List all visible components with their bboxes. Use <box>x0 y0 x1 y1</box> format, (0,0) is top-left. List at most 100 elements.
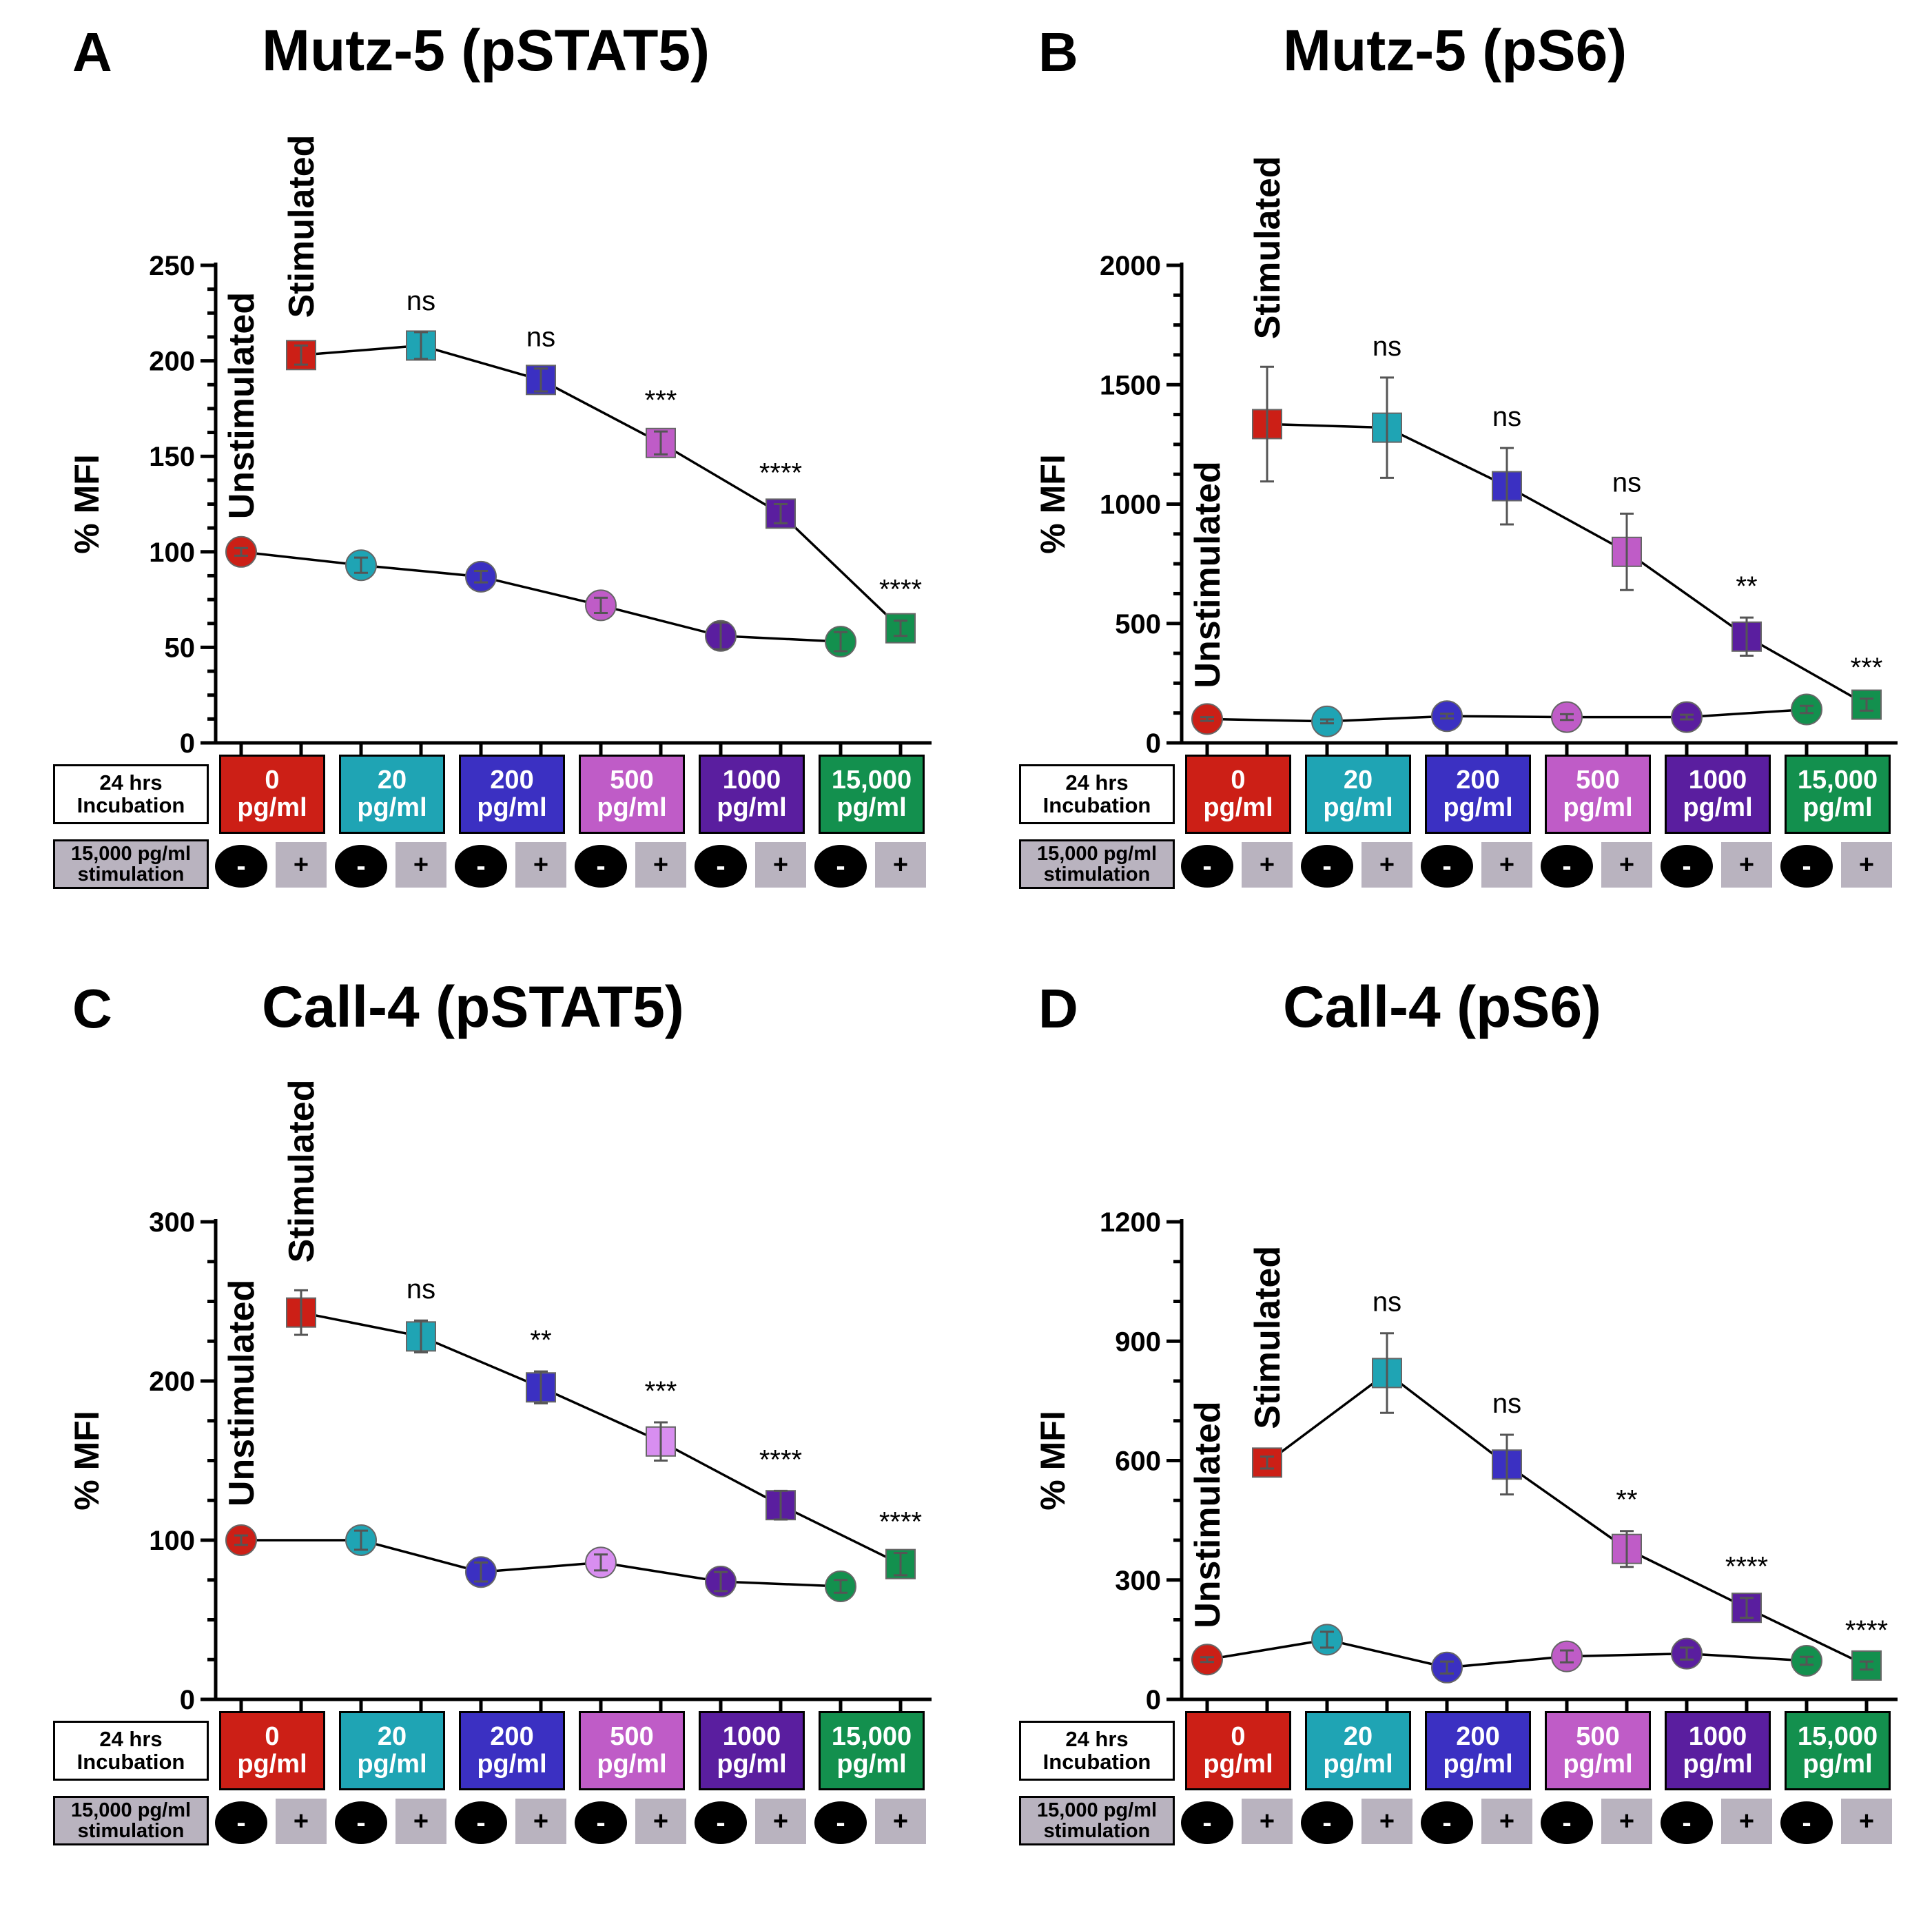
y-tick-label: 500 <box>1115 609 1161 640</box>
concentration-value: 20 <box>1343 765 1373 795</box>
minus-sign: - <box>1421 1801 1473 1844</box>
minus-sign: - <box>575 845 627 888</box>
concentration-unit: pg/ml <box>836 792 907 822</box>
y-tick-label: 600 <box>1115 1446 1161 1477</box>
plus-sign: + <box>1601 842 1652 888</box>
concentration-box: 15,000 pg/ml <box>819 755 925 834</box>
y-tick-label: 0 <box>180 1685 195 1715</box>
incubation-label-box: 24 hrs Incubation <box>53 1721 209 1781</box>
unstimulated-error-bar <box>834 631 847 653</box>
concentration-unit: pg/ml <box>597 1749 667 1779</box>
stimulation-label-box: 15,000 pg/ml stimulation <box>53 839 209 889</box>
concentration-unit: pg/ml <box>237 1749 307 1779</box>
stimulated-error-bar <box>1740 1597 1754 1619</box>
significance-label: ns <box>526 323 555 353</box>
concentration-unit: pg/ml <box>1323 792 1393 822</box>
stimulated-label: Stimulated <box>282 1080 322 1263</box>
minus-sign: - <box>1661 845 1713 888</box>
incubation-label-line: Incubation <box>1042 792 1151 817</box>
plus-sign: + <box>515 1799 566 1844</box>
minus-sign: - <box>335 1801 387 1844</box>
plus-sign: + <box>875 1799 926 1844</box>
minus-sign: - <box>695 1801 747 1844</box>
incubation-label-line: 24 hrs <box>99 770 163 795</box>
concentration-unit: pg/ml <box>1203 792 1273 822</box>
y-tick-label: 100 <box>149 538 195 568</box>
concentration-unit: pg/ml <box>1683 792 1753 822</box>
chart-title: Mutz-5 (pSTAT5) <box>262 18 710 83</box>
concentration-value: 15,000 <box>831 1721 912 1751</box>
unstimulated-error-bar <box>1320 718 1334 725</box>
stimulation-label-line: stimulation <box>77 1820 185 1842</box>
y-tick-label: 1200 <box>1100 1207 1161 1238</box>
concentration-box: 1000 pg/ml <box>699 1711 805 1790</box>
panel-letter: A <box>72 21 112 83</box>
concentration-box: 500 pg/ml <box>1545 1711 1651 1790</box>
significance-label: ns <box>1492 1389 1521 1419</box>
unstimulated-error-bar <box>714 621 728 651</box>
concentration-value: 200 <box>1456 765 1500 795</box>
stimulated-error-bar <box>1260 1455 1274 1470</box>
significance-label: ns <box>1612 467 1641 498</box>
concentration-unit: pg/ml <box>477 1749 547 1779</box>
concentration-value: 200 <box>490 1721 534 1751</box>
stimulated-error-bar <box>1260 365 1274 483</box>
significance-label: **** <box>1845 1615 1888 1646</box>
minus-sign: - <box>575 1801 627 1844</box>
panel-a: A Mutz-5 (pSTAT5) 0 50 100 150 200 250% MFI ns ns… <box>0 0 966 956</box>
minus-sign: - <box>814 845 867 888</box>
concentration-box: 0 pg/ml <box>1185 1711 1291 1790</box>
plus-sign: + <box>875 842 926 888</box>
unstimulated-error-bar <box>1800 1655 1813 1666</box>
stimulated-label: Stimulated <box>1248 1246 1288 1429</box>
unstimulated-error-bar <box>1680 1646 1694 1661</box>
stimulation-label-line: stimulation <box>1043 863 1151 886</box>
unstimulated-line <box>240 551 841 643</box>
panel-letter: D <box>1038 978 1078 1039</box>
significance-label: *** <box>645 1376 677 1406</box>
concentration-value: 200 <box>490 765 534 795</box>
minus-sign: - <box>1301 845 1353 888</box>
concentration-value: 0 <box>265 1721 280 1751</box>
stimulation-label-line: 15,000 pg/ml <box>1036 1799 1158 1821</box>
significance-label: *** <box>1851 653 1883 683</box>
y-axis-label: % MFI <box>1034 1411 1072 1510</box>
stimulated-error-bar <box>894 620 907 637</box>
stimulated-error-bar <box>1860 697 1873 712</box>
concentration-value: 0 <box>265 765 280 795</box>
unstimulated-error-bar <box>834 1579 847 1594</box>
unstimulated-error-bar <box>1440 1660 1454 1675</box>
plus-sign: + <box>276 842 327 888</box>
incubation-label-box: 24 hrs Incubation <box>1019 1721 1175 1781</box>
unstimulated-error-bar <box>474 1561 488 1583</box>
unstimulated-line <box>1206 708 1807 723</box>
concentration-box: 0 pg/ml <box>219 1711 325 1790</box>
incubation-label-box: 24 hrs Incubation <box>53 764 209 824</box>
unstimulated-error-bar <box>594 1553 608 1572</box>
stimulation-label-line: 15,000 pg/ml <box>1036 842 1158 865</box>
unstimulated-line <box>1206 1638 1807 1669</box>
concentration-box: 20 pg/ml <box>1305 755 1411 834</box>
stimulated-point <box>1851 1650 1882 1681</box>
y-tick-label: 0 <box>1146 728 1161 759</box>
concentration-box: 15,000 pg/ml <box>1785 1711 1891 1790</box>
y-tick-label: 300 <box>149 1207 195 1238</box>
unstimulated-error-bar <box>1440 713 1454 720</box>
plus-sign: + <box>1361 1799 1412 1844</box>
stimulated-line <box>300 1311 901 1566</box>
incubation-label-line: 24 hrs <box>1065 770 1129 795</box>
chart-title: Mutz-5 (pS6) <box>1283 18 1627 83</box>
incubation-label-line: 24 hrs <box>1065 1726 1129 1751</box>
plus-sign: + <box>1841 1799 1892 1844</box>
unstimulated-error-bar <box>1320 1630 1334 1649</box>
minus-sign: - <box>455 1801 507 1844</box>
stimulated-error-bar <box>294 344 308 366</box>
significance-label: ** <box>1736 571 1757 602</box>
stimulated-error-bar <box>654 1421 668 1462</box>
panel-b: B Mutz-5 (pS6) 0 500 1000 1500 2000% MFI ns ns ns… <box>966 0 1932 956</box>
minus-sign: - <box>814 1801 867 1844</box>
minus-sign: - <box>1301 1801 1353 1844</box>
unstimulated-label: Unstimulated <box>222 292 262 519</box>
